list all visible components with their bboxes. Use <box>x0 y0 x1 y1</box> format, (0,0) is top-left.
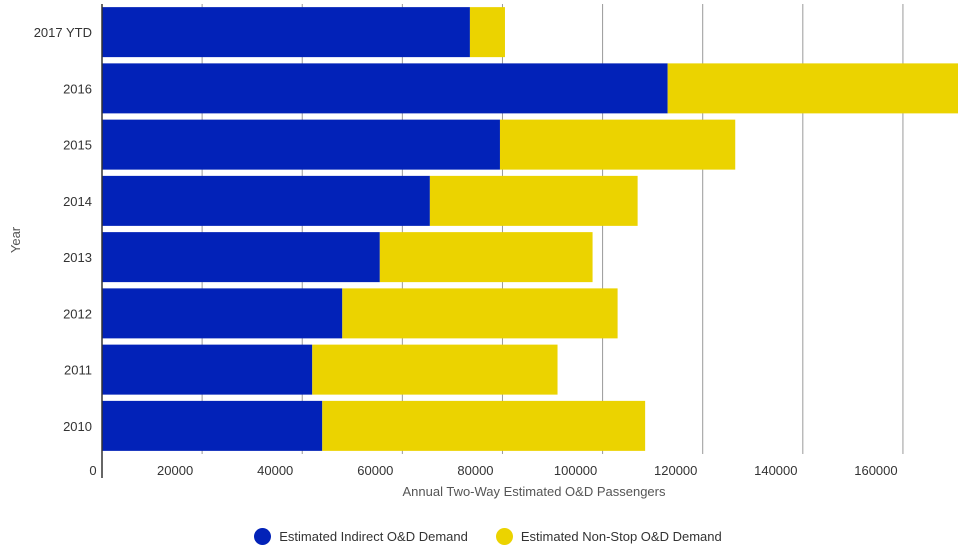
bar-segment-indirect[interactable] <box>102 232 380 283</box>
y-axis-title: Year <box>8 226 23 253</box>
bar-segment-indirect[interactable] <box>102 63 668 114</box>
axes: 0 20000 40000 60000 80000 100000 120000 140000 1… <box>34 4 898 478</box>
bar-segment-indirect[interactable] <box>102 344 313 395</box>
bar-segment-indirect[interactable] <box>102 400 323 451</box>
legend-item-indirect[interactable]: Estimated Indirect O&D Demand <box>254 528 468 545</box>
x-tick-label: 80000 <box>457 463 493 478</box>
x-tick-label: 120000 <box>654 463 697 478</box>
bar-segment-nonstop[interactable] <box>379 232 593 283</box>
legend-swatch-nonstop <box>495 528 513 545</box>
y-tick-label: 2017 YTD <box>34 25 92 40</box>
y-tick-label: 2016 <box>63 81 92 96</box>
y-tick-label: 2014 <box>63 194 92 209</box>
bar-segment-nonstop[interactable] <box>312 344 558 395</box>
x-tick-label: 40000 <box>257 463 293 478</box>
x-tick-label: 160000 <box>854 463 897 478</box>
y-tick-label: 2011 <box>64 363 92 378</box>
y-tick-label: 2010 <box>63 419 92 434</box>
bar-segment-nonstop[interactable] <box>429 175 638 226</box>
legend-swatch-indirect <box>254 528 272 545</box>
bar-segment-nonstop[interactable] <box>499 119 736 170</box>
bars <box>102 7 958 451</box>
bar-segment-indirect[interactable] <box>102 7 470 58</box>
bar-segment-nonstop[interactable] <box>469 7 505 58</box>
y-tick-label: 2012 <box>63 306 92 321</box>
bar-segment-nonstop[interactable] <box>342 288 618 339</box>
legend-item-nonstop[interactable]: Estimated Non-Stop O&D Demand <box>495 528 722 545</box>
x-tick-label: 0 <box>89 463 96 478</box>
bar-segment-nonstop[interactable] <box>322 400 646 451</box>
x-tick-label: 60000 <box>357 463 393 478</box>
bar-segment-indirect[interactable] <box>102 175 430 226</box>
x-tick-label: 140000 <box>754 463 797 478</box>
legend-label-nonstop: Estimated Non-Stop O&D Demand <box>520 529 722 544</box>
legend: Estimated Indirect O&D Demand Estimated … <box>0 528 976 545</box>
y-tick-label: 2013 <box>63 250 92 265</box>
bar-segment-indirect[interactable] <box>102 119 500 170</box>
y-tick-label: 2015 <box>63 138 92 153</box>
legend-label-indirect: Estimated Indirect O&D Demand <box>279 529 468 544</box>
x-tick-label: 20000 <box>157 463 193 478</box>
bar-segment-nonstop[interactable] <box>667 63 958 114</box>
bar-segment-indirect[interactable] <box>102 288 343 339</box>
x-tick-label: 100000 <box>554 463 597 478</box>
x-axis-title: Annual Two-Way Estimated O&D Passengers <box>402 484 666 499</box>
